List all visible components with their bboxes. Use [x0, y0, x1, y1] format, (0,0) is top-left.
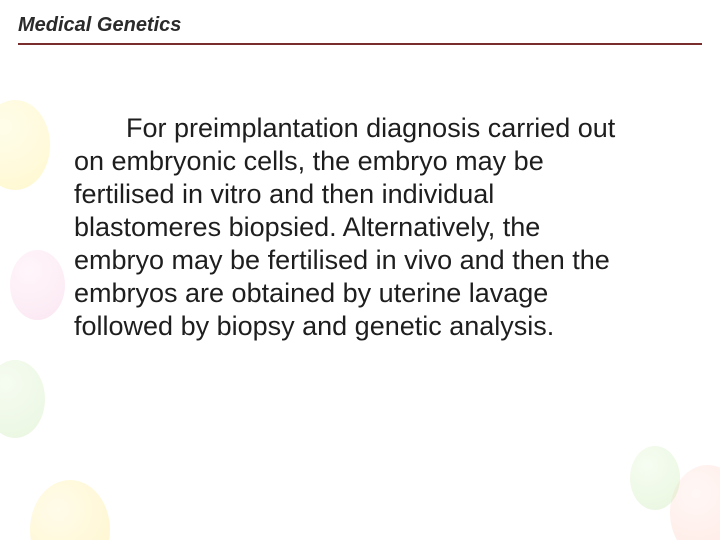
body-text: For preimplantation diagnosis carried ou…: [74, 112, 634, 343]
header-rule: [18, 43, 702, 45]
paragraph: For preimplantation diagnosis carried ou…: [74, 112, 634, 343]
balloon-decoration: [10, 250, 65, 320]
balloon-decoration: [30, 480, 110, 540]
page-title: Medical Genetics: [18, 14, 702, 41]
header: Medical Genetics: [18, 14, 702, 45]
slide: Medical Genetics For preimplantation dia…: [0, 0, 720, 540]
balloon-decoration: [0, 360, 45, 438]
balloon-decoration: [0, 100, 50, 190]
balloon-decoration: [630, 446, 680, 510]
